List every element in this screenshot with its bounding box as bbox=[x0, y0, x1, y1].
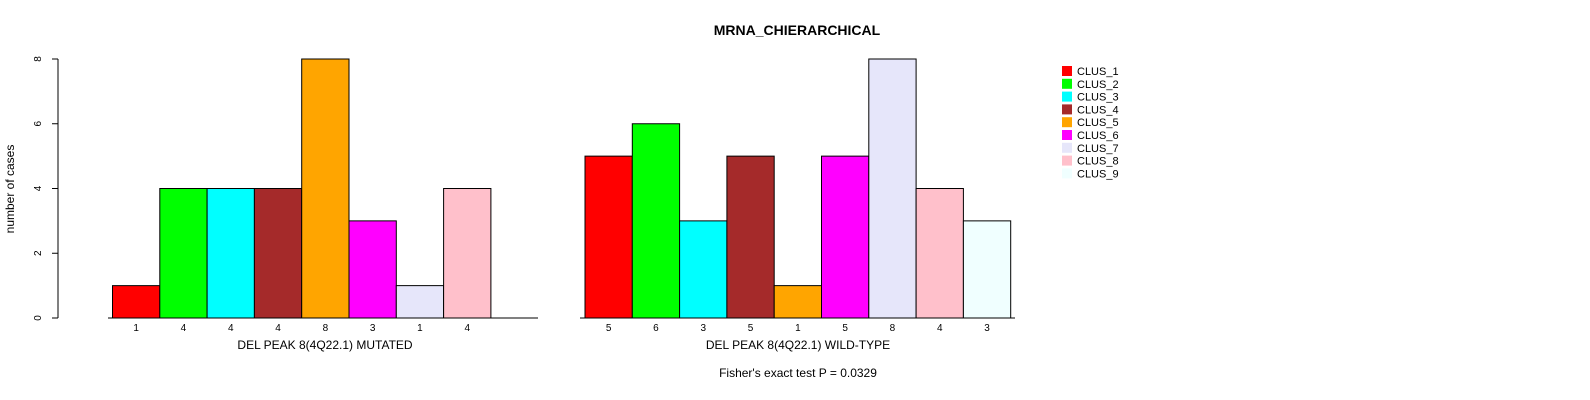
bar-group1-clus-4 bbox=[253, 188, 303, 319]
y-tick-label-4: 4 bbox=[33, 185, 44, 191]
legend-swatch-1 bbox=[1062, 66, 1072, 76]
bar-group2-clus-7 bbox=[868, 58, 917, 319]
legend-label-4: CLUS_4 bbox=[1077, 104, 1119, 116]
group-2-label: DEL PEAK 8(4Q22.1) WILD-TYPE bbox=[706, 338, 890, 352]
legend-label-7: CLUS_7 bbox=[1077, 143, 1119, 155]
legend-swatch-7 bbox=[1062, 142, 1072, 153]
count-label-group1-5: 8 bbox=[323, 323, 329, 334]
legend-label-9: CLUS_9 bbox=[1077, 168, 1119, 180]
count-label-group2-6: 5 bbox=[842, 323, 848, 334]
count-label-group2-2: 6 bbox=[653, 323, 659, 334]
legend-swatch-2 bbox=[1062, 78, 1072, 89]
legend-label-5: CLUS_5 bbox=[1077, 117, 1119, 129]
legend-label-6: CLUS_6 bbox=[1077, 130, 1119, 142]
bar-group1-clus-3 bbox=[206, 188, 255, 319]
count-label-group2-3: 3 bbox=[700, 323, 706, 334]
legend-swatch-6 bbox=[1062, 130, 1072, 140]
bar-group1-clus-6 bbox=[348, 220, 397, 319]
count-label-group2-4: 5 bbox=[748, 323, 754, 334]
y-tick-label-0: 0 bbox=[33, 315, 44, 321]
bar-group1-clus-8 bbox=[443, 188, 492, 319]
count-label-group1-4: 4 bbox=[275, 323, 281, 334]
count-label-group1-6: 3 bbox=[370, 323, 376, 334]
count-label-group1-3: 4 bbox=[228, 323, 234, 334]
count-label-group2-7: 8 bbox=[890, 323, 896, 334]
legend-label-8: CLUS_8 bbox=[1077, 156, 1119, 168]
legend-swatch-3 bbox=[1062, 91, 1072, 102]
bar-group2-clus-1 bbox=[584, 155, 633, 319]
group-1-label: DEL PEAK 8(4Q22.1) MUTATED bbox=[237, 338, 412, 352]
legend-label-2: CLUS_2 bbox=[1077, 79, 1119, 91]
y-axis-label: number of cases bbox=[3, 145, 17, 234]
y-tick-label-8: 8 bbox=[33, 56, 44, 62]
count-label-group2-8: 4 bbox=[937, 323, 943, 334]
count-label-group1-8: 4 bbox=[464, 323, 470, 334]
bar-group2-clus-5 bbox=[773, 285, 823, 319]
bar-group2-clus-4 bbox=[726, 155, 775, 319]
bar-group2-clus-3 bbox=[679, 220, 728, 319]
bar-group2-clus-9 bbox=[962, 220, 1012, 319]
y-tick-label-6: 6 bbox=[33, 121, 44, 127]
bar-group1-clus-7 bbox=[395, 285, 445, 319]
bar-group2-clus-2 bbox=[631, 123, 681, 319]
bar-group1-clus-1 bbox=[112, 285, 161, 319]
y-tick-label-2: 2 bbox=[33, 250, 44, 256]
bar-group2-clus-6 bbox=[821, 155, 870, 319]
bar-group1-clus-5 bbox=[301, 58, 350, 319]
legend-swatch-5 bbox=[1062, 117, 1072, 128]
count-label-group2-1: 5 bbox=[606, 323, 612, 334]
fisher-test-footer: Fisher's exact test P = 0.0329 bbox=[719, 366, 877, 380]
legend-swatch-4 bbox=[1062, 104, 1072, 115]
count-label-group1-1: 1 bbox=[133, 323, 139, 334]
bar-group1-clus-2 bbox=[159, 188, 208, 319]
bar-group2-clus-8 bbox=[915, 188, 964, 319]
legend-label-1: CLUS_1 bbox=[1077, 66, 1119, 78]
count-label-group1-2: 4 bbox=[181, 323, 187, 334]
legend-swatch-9 bbox=[1062, 168, 1072, 179]
count-label-group2-9: 3 bbox=[984, 323, 990, 334]
count-label-group2-5: 1 bbox=[795, 323, 801, 334]
chart-title: MRNA_CHIERARCHICAL bbox=[714, 22, 881, 38]
legend-swatch-8 bbox=[1062, 155, 1072, 166]
count-label-group1-7: 1 bbox=[417, 323, 423, 334]
legend-label-3: CLUS_3 bbox=[1077, 92, 1119, 104]
